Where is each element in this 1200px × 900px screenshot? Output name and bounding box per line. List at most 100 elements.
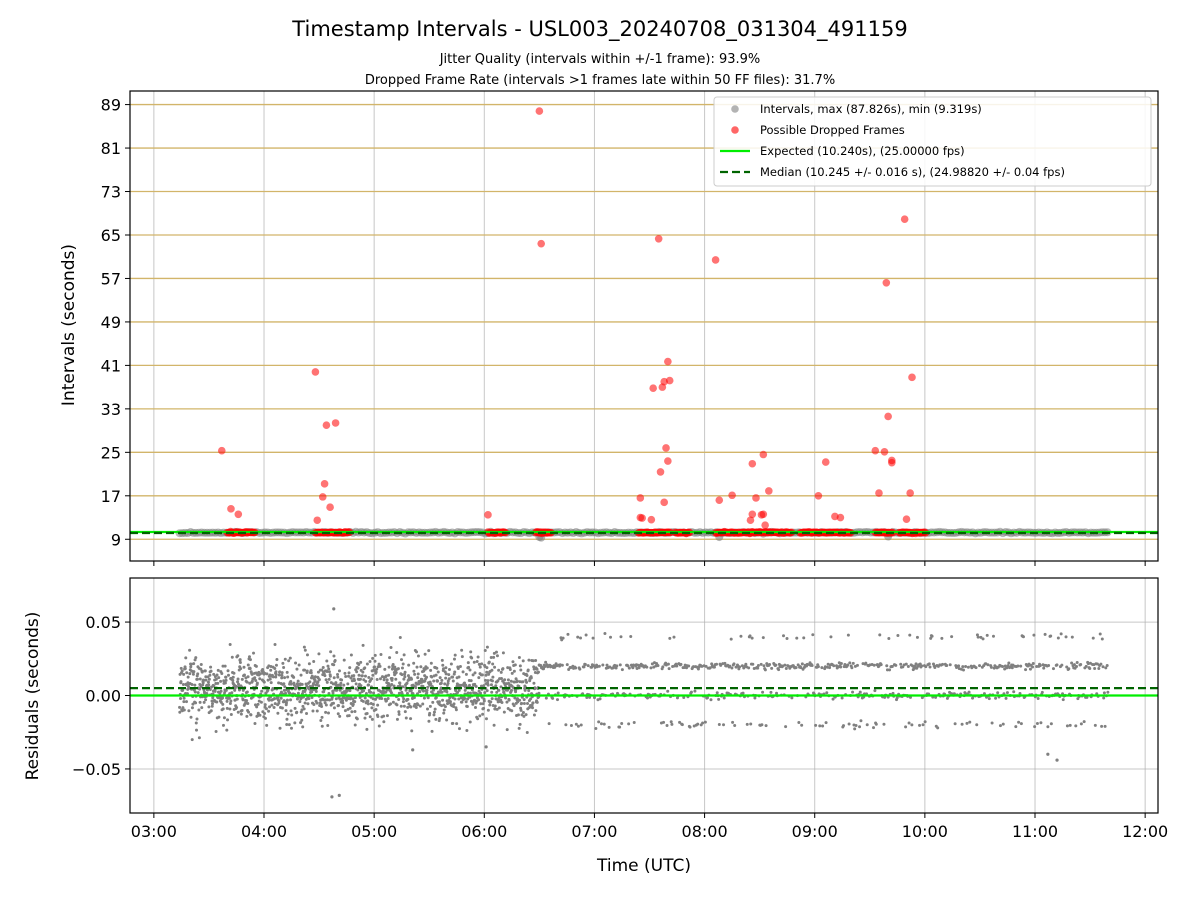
x-axis-label: Time (UTC)	[596, 856, 691, 876]
residual-point	[678, 720, 682, 724]
residual-point	[412, 661, 416, 665]
x-tick-label: 04:00	[241, 822, 287, 841]
dropped-frame-point	[821, 458, 830, 466]
residual-point	[260, 689, 264, 693]
residual-point	[590, 665, 594, 669]
residual-point	[730, 666, 734, 670]
residual-point	[451, 721, 455, 725]
x-tick-label: 09:00	[792, 822, 838, 841]
residual-point	[410, 729, 414, 733]
residual-point	[907, 721, 911, 725]
residual-point	[605, 663, 609, 667]
residual-point	[407, 702, 411, 706]
residual-point	[427, 719, 431, 723]
residual-point	[914, 662, 918, 666]
dropped-frame-point	[654, 234, 663, 243]
residual-point	[1082, 720, 1086, 724]
residual-point	[487, 672, 491, 676]
residual-point	[382, 678, 386, 682]
residual-point	[267, 698, 271, 702]
residual-point	[412, 669, 416, 673]
residual-point	[457, 688, 461, 692]
residual-point	[795, 636, 799, 640]
residual-point	[473, 671, 477, 675]
residual-point	[336, 675, 340, 679]
residual-point	[249, 713, 253, 717]
residual-point	[255, 681, 259, 685]
residual-point	[313, 675, 317, 679]
residual-point	[325, 680, 329, 684]
residual-point	[715, 662, 719, 666]
residual-point	[409, 705, 413, 709]
residual-point	[709, 698, 713, 702]
residual-point	[379, 652, 383, 656]
residual-point	[1016, 664, 1020, 668]
residual-point	[268, 705, 272, 709]
residual-point	[376, 703, 380, 707]
residual-point	[534, 709, 538, 713]
residual-point	[1065, 665, 1069, 669]
residual-point	[228, 707, 232, 711]
residual-point	[851, 661, 855, 665]
residual-point	[304, 697, 308, 701]
residual-point	[432, 713, 436, 717]
residual-point	[722, 723, 726, 727]
residual-point	[248, 658, 252, 662]
residual-point	[896, 634, 900, 638]
residual-point	[217, 676, 221, 680]
residual-point	[181, 683, 185, 687]
residual-point	[574, 722, 578, 726]
residual-point	[556, 698, 560, 702]
legend-label: Intervals, max (87.826s), min (9.319s)	[760, 102, 982, 116]
residual-point	[918, 723, 922, 727]
residual-point	[328, 674, 332, 678]
residual-point	[364, 692, 368, 696]
residual-point	[534, 658, 538, 662]
residual-point	[761, 636, 765, 640]
residual-point	[517, 726, 521, 730]
residual-point	[738, 665, 742, 669]
residual-point	[1031, 661, 1035, 665]
residual-point	[267, 709, 271, 713]
residual-point	[679, 662, 683, 666]
residual-point	[284, 691, 288, 695]
residual-point	[525, 680, 529, 684]
residual-point	[286, 675, 290, 679]
residual-point	[182, 700, 186, 704]
residual-point	[708, 666, 712, 670]
residual-point	[855, 663, 859, 667]
dropped-frame-point	[711, 256, 720, 264]
residual-point	[341, 705, 345, 709]
residual-point	[240, 709, 244, 713]
residual-point	[355, 717, 359, 721]
residual-point	[406, 705, 410, 709]
bottom-plot-frame	[129, 577, 1159, 814]
residual-point	[215, 673, 219, 677]
residual-point	[351, 702, 355, 706]
residual-point	[882, 722, 886, 726]
residual-point	[505, 728, 509, 732]
residual-point	[205, 691, 209, 695]
residual-point	[696, 722, 700, 726]
dropped-frame-point	[888, 458, 896, 467]
residual-point	[374, 708, 378, 712]
residual-point	[210, 702, 214, 706]
residual-point	[193, 690, 197, 694]
residual-point	[317, 652, 321, 656]
residual-point	[303, 701, 307, 705]
residual-point	[332, 654, 336, 658]
residual-point	[945, 696, 949, 700]
residual-point	[478, 691, 482, 695]
residual-point	[366, 699, 370, 703]
residual-point	[289, 709, 293, 713]
residual-point	[487, 660, 491, 664]
residual-point	[449, 662, 453, 666]
residual-point	[387, 665, 391, 669]
residual-point	[196, 691, 200, 695]
residual-point	[989, 665, 993, 669]
residual-point	[327, 677, 331, 681]
residual-point	[574, 666, 578, 670]
residual-point	[468, 683, 472, 687]
residual-point	[287, 723, 291, 727]
residual-point	[222, 679, 226, 683]
